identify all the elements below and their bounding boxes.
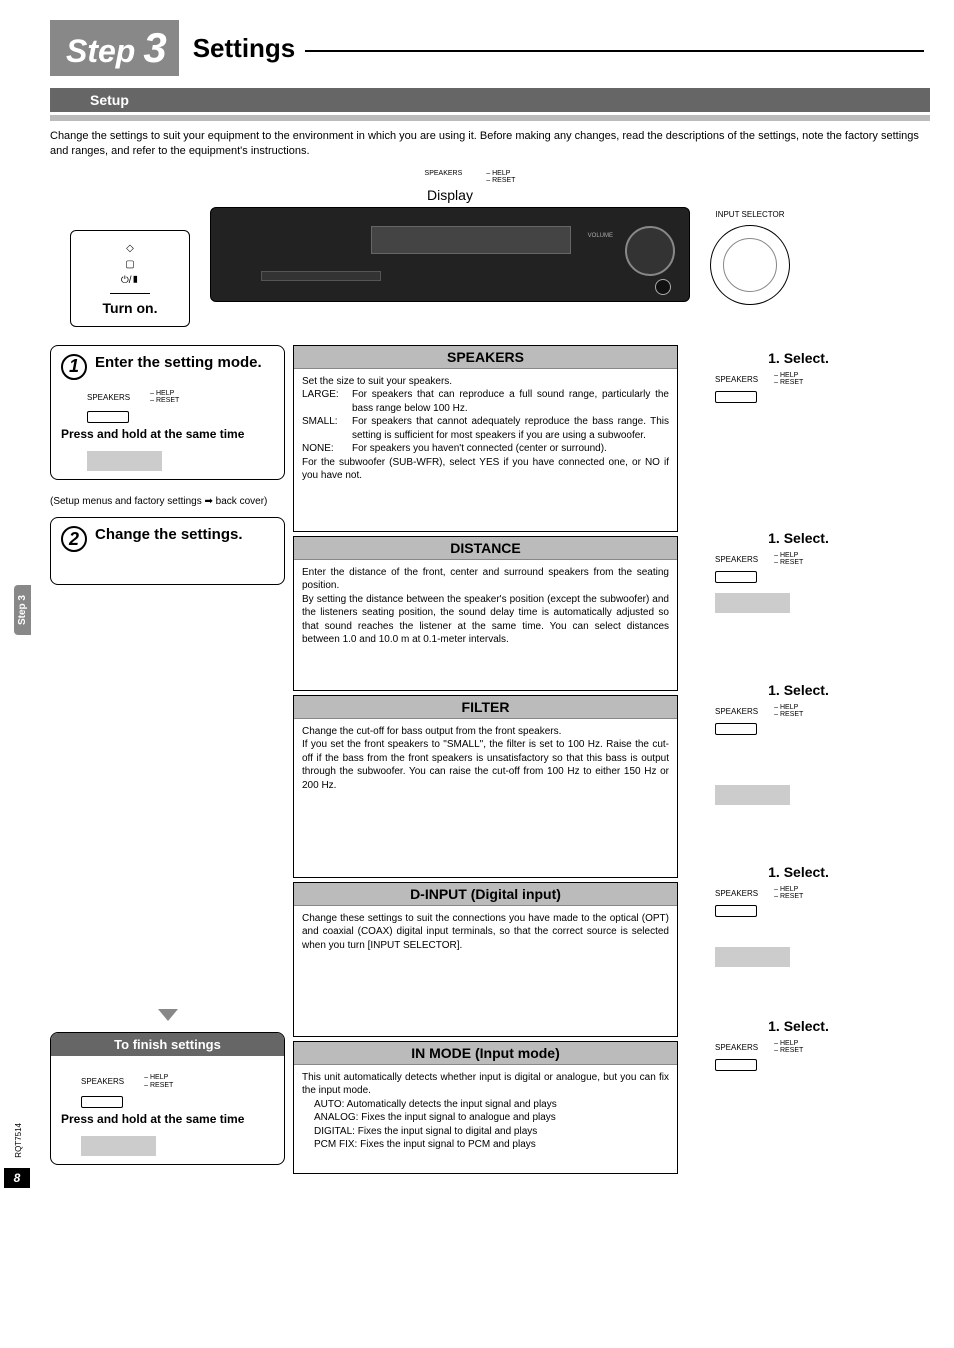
top-figure: ◇▢⏻/▮ Turn on. SPEAKERS – HELP– RESET Di…: [50, 170, 924, 327]
section-distance: DISTANCE Enter the distance of the front…: [293, 536, 678, 691]
dinput-heading: D-INPUT (Digital input): [294, 883, 677, 906]
step1-box: 1 Enter the setting mode. SPEAKERS – HEL…: [50, 345, 285, 480]
right-filter: 1. Select. SPEAKERS– HELP– RESET: [686, 677, 911, 855]
inmode-heading: IN MODE (Input mode): [294, 1042, 677, 1065]
turn-on-label: Turn on.: [91, 300, 169, 316]
knob-icon: [710, 225, 790, 305]
remote-glyphs: ◇▢⏻/▮: [91, 241, 169, 289]
right-speakers: 1. Select. SPEAKERS– HELP– RESET: [686, 345, 911, 521]
header-rule: [305, 50, 924, 52]
press-hold-finish: Press and hold at the same time: [61, 1112, 274, 1126]
doc-code: RQT7514: [14, 1123, 23, 1158]
step1-title: Enter the setting mode.: [95, 354, 262, 372]
step2-title: Change the settings.: [95, 526, 243, 544]
input-selector-label: INPUT SELECTOR: [710, 210, 790, 219]
page-number: 8: [4, 1168, 30, 1188]
section-filter: FILTER Change the cut-off for bass outpu…: [293, 695, 678, 878]
placeholder-box: [87, 451, 162, 471]
setup-heading: Setup: [50, 88, 930, 112]
right-distance: 1. Select. SPEAKERS– HELP– RESET: [686, 525, 911, 673]
speakers-label: SPEAKERS: [425, 170, 463, 185]
setup-note: (Setup menus and factory settings ➡ back…: [50, 496, 285, 507]
side-tab: Step 3: [14, 585, 31, 635]
step-badge: Step 3: [50, 20, 179, 76]
filter-heading: FILTER: [294, 696, 677, 719]
step2-badge: 2: [61, 526, 87, 552]
finish-header: To finish settings: [51, 1033, 284, 1056]
button-glyph: [87, 411, 129, 423]
section-speakers: SPEAKERS Set the size to suit your speak…: [293, 345, 678, 532]
arrow-down-icon: [50, 1009, 285, 1024]
speakers-help-labels: SPEAKERS – HELP– RESET: [250, 170, 690, 185]
right-inmode: 1. Select. SPEAKERS– HELP– RESET: [686, 1013, 911, 1137]
distance-heading: DISTANCE: [294, 537, 677, 560]
section-inmode: IN MODE (Input mode) This unit automatic…: [293, 1041, 678, 1174]
setup-tail: [50, 115, 930, 121]
middle-column: SPEAKERS Set the size to suit your speak…: [293, 345, 678, 1178]
press-hold-text: Press and hold at the same time: [61, 427, 274, 441]
display-label: Display: [210, 187, 690, 203]
intro-text: Change the settings to suit your equipme…: [50, 129, 924, 160]
step-number: 3: [143, 24, 166, 72]
finish-box: To finish settings SPEAKERS – HELP– RESE…: [50, 1032, 285, 1164]
right-column: 1. Select. SPEAKERS– HELP– RESET 1. Sele…: [686, 345, 911, 1178]
page-title: Settings: [193, 33, 296, 64]
speakers-button-figure: SPEAKERS – HELP– RESET: [87, 390, 274, 405]
remote-illustration: ◇▢⏻/▮ Turn on.: [70, 230, 190, 327]
receiver-illustration: VOLUME: [210, 207, 690, 302]
section-dinput: D-INPUT (Digital input) Change these set…: [293, 882, 678, 1037]
left-column: 1 Enter the setting mode. SPEAKERS – HEL…: [50, 345, 285, 1178]
page-header: Step 3 Settings: [50, 20, 924, 76]
input-selector-figure: INPUT SELECTOR: [710, 210, 790, 305]
step1-badge: 1: [61, 354, 87, 380]
step-word: Step: [66, 33, 135, 70]
speakers-heading: SPEAKERS: [294, 346, 677, 369]
step2-box: 2 Change the settings.: [50, 517, 285, 585]
right-dinput: 1. Select. SPEAKERS– HELP– RESET: [686, 859, 911, 1009]
